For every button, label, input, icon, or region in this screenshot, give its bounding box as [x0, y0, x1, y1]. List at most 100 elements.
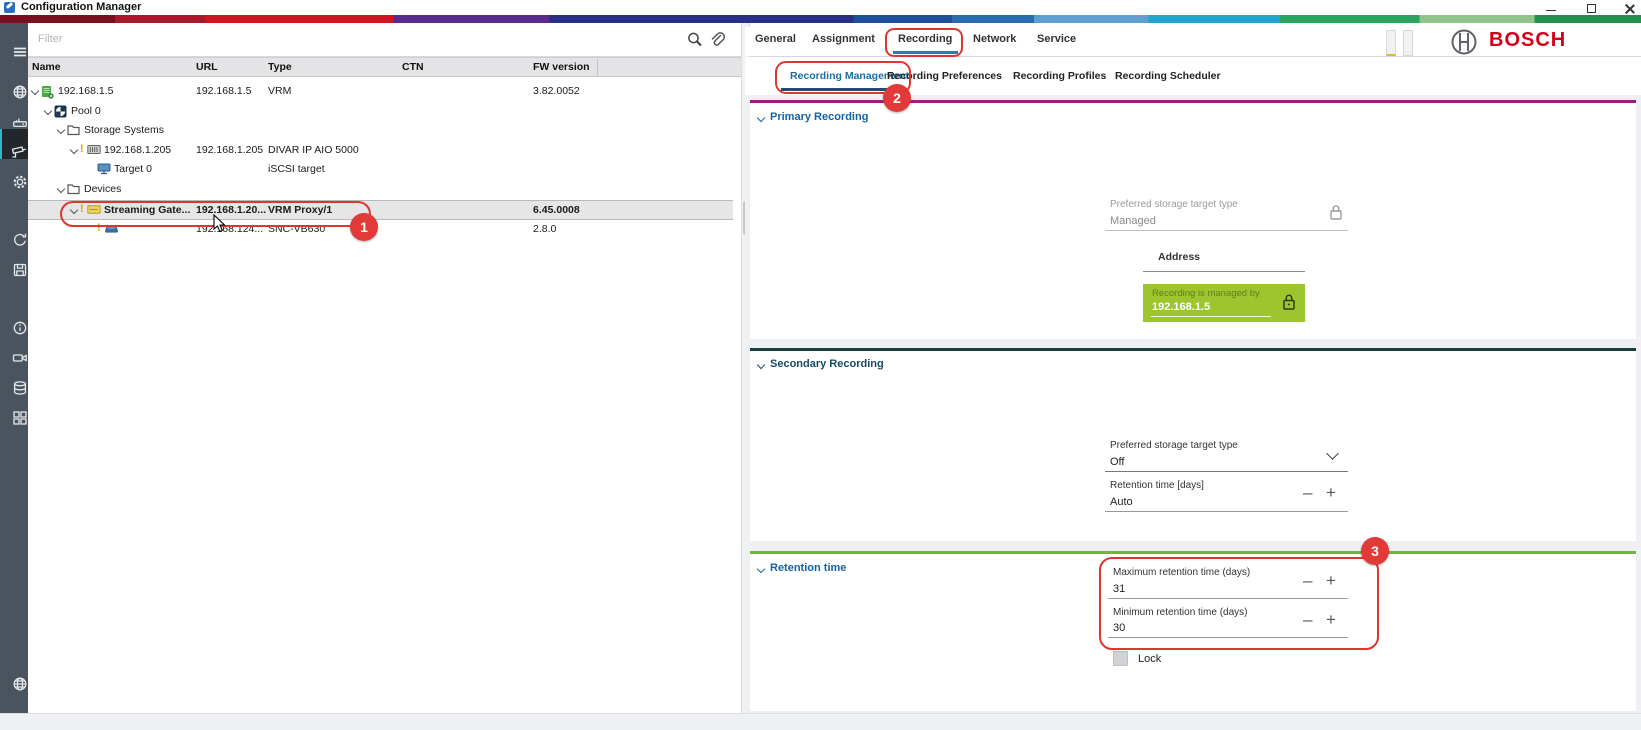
- secondary-recording-title[interactable]: Secondary Recording: [770, 358, 884, 370]
- folder-icon: [67, 183, 80, 198]
- expand-chevron-icon[interactable]: [30, 86, 40, 96]
- sidebar: [0, 23, 28, 730]
- recording-managed-box: Recording is managed by 192.168.1.5: [1143, 284, 1305, 322]
- tab-service[interactable]: Service: [1037, 33, 1077, 45]
- annotation-rect-recording-management: [775, 61, 911, 94]
- primary-storage-type-label: Preferred storage target type: [1110, 199, 1238, 210]
- maximize-button[interactable]: [1582, 2, 1602, 14]
- storage-icon: [87, 144, 101, 158]
- tree-cell-name: Pool 0: [71, 105, 101, 117]
- lock-checkbox[interactable]: [1113, 651, 1128, 666]
- bosch-logo-text: BOSCH: [1489, 29, 1567, 51]
- tree-cell-fw: 2.8.0: [533, 223, 557, 235]
- gateway-icon: [87, 204, 101, 218]
- target-icon: [97, 163, 111, 178]
- column-header-type[interactable]: Type: [268, 61, 292, 73]
- column-header-url[interactable]: URL: [196, 61, 218, 73]
- expand-chevron-icon[interactable]: [43, 106, 53, 116]
- sidebar-item-hardware-devices[interactable]: [0, 100, 28, 130]
- expand-chevron-icon[interactable]: [69, 145, 79, 155]
- tab-network[interactable]: Network: [973, 33, 1017, 45]
- address-label: Address: [1158, 251, 1201, 263]
- primary-recording-title[interactable]: Primary Recording: [770, 111, 869, 123]
- managed-note: Recording is managed by: [1152, 288, 1260, 299]
- warning-icon: !: [97, 222, 101, 234]
- tree-cell-name: 192.168.1.205: [104, 144, 172, 156]
- plus-stepper-icon[interactable]: +: [1326, 610, 1336, 629]
- secondary-retention-value[interactable]: Auto: [1110, 496, 1133, 508]
- tree-row-pool-0[interactable]: Pool 0: [28, 102, 733, 122]
- column-header-ctn[interactable]: CTN: [402, 61, 424, 73]
- paperclip-icon[interactable]: [709, 31, 725, 49]
- bosch-logo-icon: [1451, 29, 1477, 55]
- plus-stepper-icon[interactable]: +: [1326, 571, 1336, 590]
- minus-stepper-icon[interactable]: –: [1303, 610, 1313, 629]
- sidebar-item-web-globe[interactable]: [0, 662, 28, 692]
- subtab-recording-management[interactable]: Recording Management: [790, 70, 910, 82]
- mouse-cursor: [213, 214, 226, 233]
- expand-chevron-icon[interactable]: [56, 125, 66, 135]
- tree-cell-type: iSCSI target: [268, 163, 325, 175]
- sidebar-item-info[interactable]: [0, 306, 28, 336]
- sidebar-item-sync-refresh[interactable]: [0, 218, 28, 248]
- retention-time-title[interactable]: Retention time: [770, 562, 847, 574]
- tab-assignment[interactable]: Assignment: [812, 33, 875, 45]
- tree-row-192-168-1-205[interactable]: ! 192.168.1.205 192.168.1.205 DIVAR IP AIO …: [28, 141, 733, 161]
- expand-chevron-icon[interactable]: [56, 184, 66, 194]
- sidebar-item-settings-gear[interactable]: [0, 160, 28, 190]
- tree-table-header: Name URL Type CTN FW version: [28, 57, 741, 77]
- window-title: Configuration Manager: [21, 1, 142, 13]
- minus-stepper-icon[interactable]: –: [1303, 483, 1313, 502]
- min-retention-value[interactable]: 30: [1113, 622, 1126, 634]
- toolbar-divider: [28, 56, 1641, 57]
- tree-row-storage-systems[interactable]: Storage Systems: [28, 121, 733, 141]
- search-icon[interactable]: [686, 31, 704, 49]
- view-toggle-button-2[interactable]: [1403, 30, 1413, 56]
- plus-stepper-icon[interactable]: +: [1326, 483, 1336, 502]
- warning-icon: !: [80, 203, 84, 215]
- tree-row-target-0[interactable]: Target 0 iSCSI target: [28, 160, 733, 180]
- sidebar-item-save-disk[interactable]: [0, 248, 28, 278]
- annotation-badge-2: 2: [883, 84, 911, 112]
- lock-icon: [1283, 294, 1295, 310]
- sidebar-item-network-globe[interactable]: [0, 70, 28, 100]
- subtab-recording-profiles[interactable]: Recording Profiles: [1013, 70, 1107, 82]
- vrm-server-icon: [41, 85, 54, 102]
- column-header-name[interactable]: Name: [32, 61, 61, 73]
- tree-row-192-168-1-5[interactable]: 192.168.1.5 192.168.1.5 VRM 3.82.0052: [28, 82, 733, 102]
- filter-input[interactable]: Filter: [38, 33, 63, 45]
- tree-cell-type: VRM: [268, 85, 292, 97]
- subtab-recording-scheduler[interactable]: Recording Scheduler: [1115, 70, 1221, 82]
- tab-recording[interactable]: Recording: [898, 33, 953, 45]
- sidebar-item-hamburger-menu[interactable]: [0, 30, 28, 60]
- annotation-rect-recording-tab: [885, 28, 963, 57]
- secondary-retention-underline: [1105, 511, 1348, 512]
- tab-general[interactable]: General: [755, 33, 796, 45]
- column-separator: [597, 59, 598, 76]
- close-button[interactable]: [1620, 2, 1640, 14]
- sidebar-item-camera-devices[interactable]: [0, 129, 28, 159]
- minus-stepper-icon[interactable]: –: [1303, 571, 1313, 590]
- tree-cell-name: 192.168.1.5: [58, 85, 114, 97]
- sidebar-item-database[interactable]: [0, 366, 28, 396]
- column-header-fw-version[interactable]: FW version: [533, 61, 590, 73]
- tree-row-devices[interactable]: Devices: [28, 180, 733, 200]
- status-bar: [0, 713, 1641, 730]
- min-retention-label: Minimum retention time (days): [1113, 607, 1248, 618]
- max-retention-label: Maximum retention time (days): [1113, 567, 1251, 578]
- tree-cell-fw: 6.45.0008: [533, 204, 580, 216]
- app-icon: [4, 2, 15, 13]
- tree-row-streaming-gate-[interactable]: ! Streaming Gate... 192.168.1.20... VRM Pro…: [28, 200, 733, 220]
- secondary-storage-underline: [1105, 471, 1348, 472]
- max-retention-value[interactable]: 31: [1113, 583, 1126, 595]
- minimize-button[interactable]: [1542, 2, 1562, 14]
- tree-cell-url: 192.168.1.5: [196, 85, 252, 97]
- secondary-storage-type-value[interactable]: Off: [1110, 456, 1125, 468]
- max-retention-underline: [1108, 598, 1348, 599]
- sidebar-item-app-grid[interactable]: [0, 396, 28, 426]
- warning-icon: !: [80, 143, 84, 155]
- sidebar-item-video-camera[interactable]: [0, 336, 28, 366]
- view-toggle-button-1[interactable]: [1386, 30, 1396, 56]
- subtab-recording-preferences[interactable]: Recording Preferences: [887, 70, 1002, 82]
